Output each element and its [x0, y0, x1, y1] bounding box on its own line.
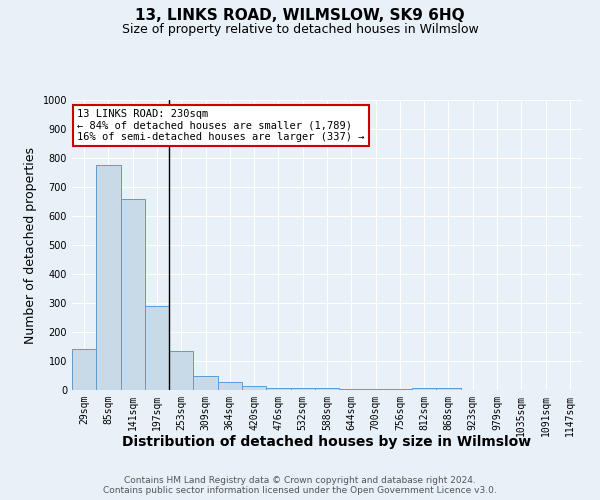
- Bar: [218, 382, 242, 390]
- Bar: [72, 350, 96, 390]
- Bar: [266, 388, 290, 390]
- Text: 13 LINKS ROAD: 230sqm
← 84% of detached houses are smaller (1,789)
16% of semi-d: 13 LINKS ROAD: 230sqm ← 84% of detached …: [77, 108, 365, 142]
- Bar: [339, 388, 364, 390]
- Bar: [412, 388, 436, 390]
- Bar: [388, 388, 412, 390]
- Text: Size of property relative to detached houses in Wilmslow: Size of property relative to detached ho…: [122, 22, 478, 36]
- Bar: [364, 388, 388, 390]
- Text: Contains HM Land Registry data © Crown copyright and database right 2024.
Contai: Contains HM Land Registry data © Crown c…: [103, 476, 497, 495]
- Y-axis label: Number of detached properties: Number of detached properties: [24, 146, 37, 344]
- Bar: [145, 306, 169, 390]
- Text: Distribution of detached houses by size in Wilmslow: Distribution of detached houses by size …: [122, 435, 532, 449]
- Bar: [169, 351, 193, 390]
- Bar: [290, 388, 315, 390]
- Bar: [315, 388, 339, 390]
- Bar: [96, 166, 121, 390]
- Bar: [121, 198, 145, 390]
- Bar: [242, 386, 266, 390]
- Bar: [193, 376, 218, 390]
- Text: 13, LINKS ROAD, WILMSLOW, SK9 6HQ: 13, LINKS ROAD, WILMSLOW, SK9 6HQ: [135, 8, 465, 22]
- Bar: [436, 388, 461, 390]
